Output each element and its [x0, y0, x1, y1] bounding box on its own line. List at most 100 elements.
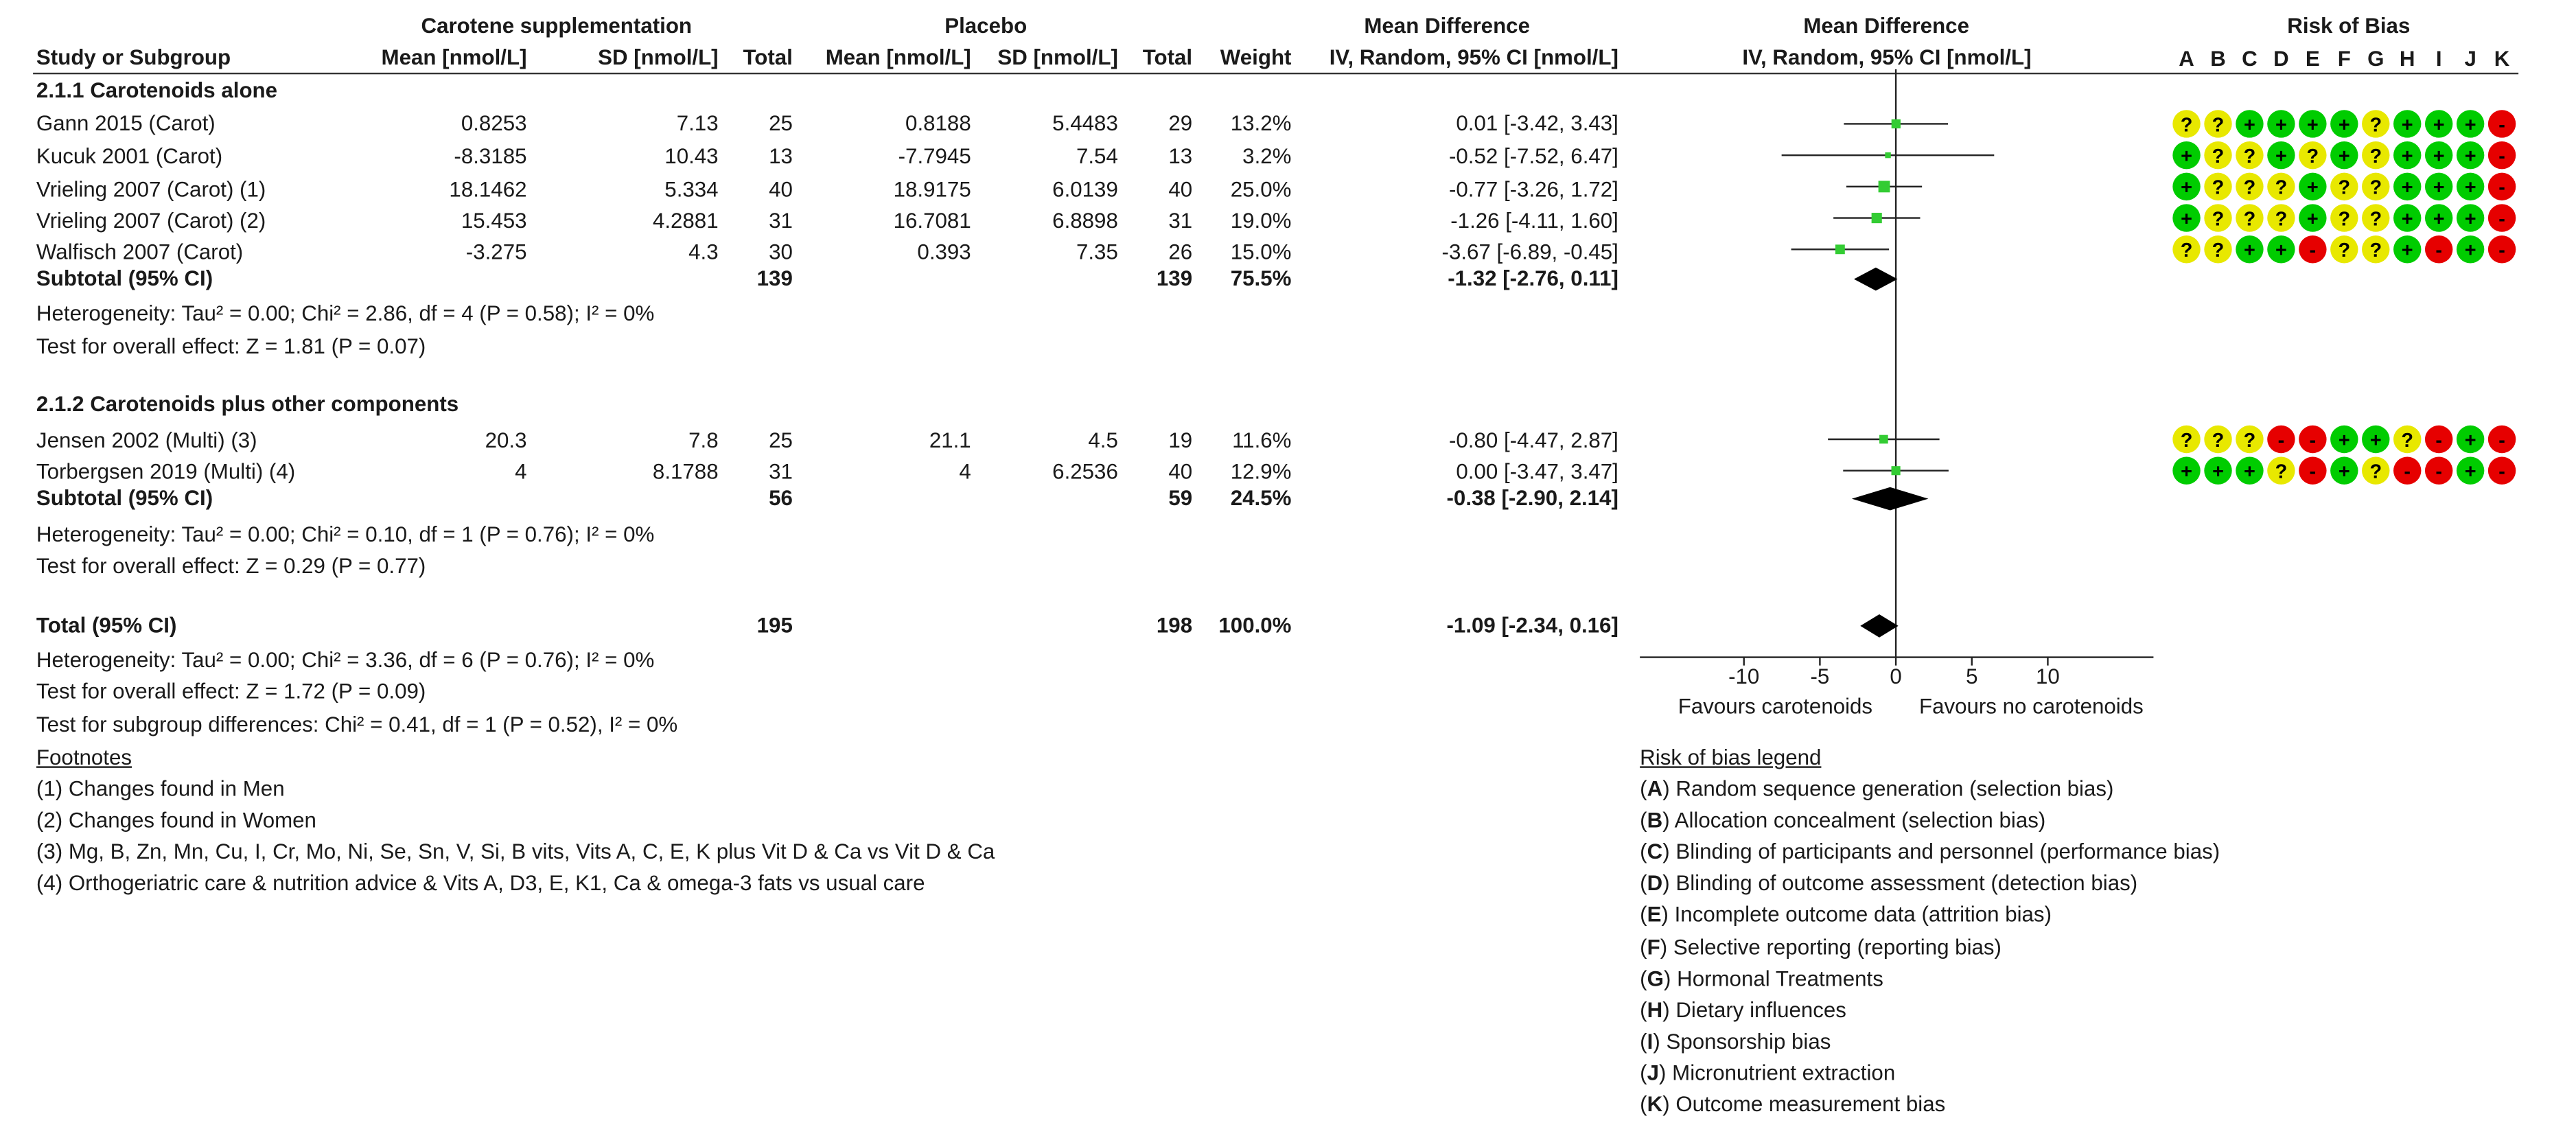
- rob-circle: [2456, 141, 2485, 170]
- rob-legend-item: (J) Micronutrient extraction: [1640, 1060, 1895, 1086]
- paren: ): [1662, 776, 1676, 801]
- rob-circle: [2299, 141, 2327, 170]
- rob-circle: [2204, 204, 2232, 232]
- subgroup-title: 2.1.2 Carotenoids plus other components: [36, 391, 459, 417]
- rob-circle: [2456, 456, 2485, 485]
- cell-weight: 19.0%: [1230, 208, 1292, 233]
- rob-header: Risk of Bias: [2287, 13, 2411, 38]
- cell-m2: 0.393: [917, 239, 971, 264]
- rob-symbol: +: [2307, 208, 2319, 230]
- rob-legend-item: (K) Outcome measurement bias: [1640, 1091, 1945, 1117]
- rob-symbol: -: [2310, 461, 2317, 483]
- study-col-header: Study or Subgroup: [36, 44, 231, 70]
- rob-symbol: +: [2244, 461, 2255, 483]
- rob-circle: [2456, 425, 2485, 454]
- rob-circle: [2236, 235, 2264, 264]
- cell-sd2: 7.35: [1076, 239, 1118, 264]
- cell-m1: 18.1462: [449, 176, 527, 202]
- footnote-item: (4) Orthogeriatric care & nutrition advi…: [36, 870, 925, 896]
- rob-symbol: -: [2404, 461, 2411, 483]
- cell-n1: 40: [769, 176, 793, 202]
- rob-column-header: J: [2464, 47, 2476, 71]
- total-overall-effect: Test for overall effect: Z = 1.72 (P = 0…: [36, 678, 426, 704]
- rob-symbol: ?: [2212, 430, 2225, 452]
- cell-md: -1.26 [-4.11, 1.60]: [1450, 208, 1618, 233]
- rob-symbol: ?: [2369, 177, 2382, 199]
- cell-weight: 3.2%: [1242, 143, 1292, 169]
- cell-m1: -8.3185: [454, 143, 527, 169]
- rob-symbol: -: [2498, 461, 2505, 483]
- subtotal-n2: 139: [1156, 266, 1193, 291]
- cell-n2: 31: [1168, 208, 1193, 233]
- cell-sd2: 6.0139: [1052, 176, 1118, 202]
- rob-circle: [2424, 235, 2453, 264]
- sd1-header: SD [nmol/L]: [598, 44, 719, 70]
- paren: (: [1640, 807, 1647, 833]
- rob-circle: [2236, 141, 2264, 170]
- sd2-header: SD [nmol/L]: [997, 44, 1118, 70]
- rob-symbol: +: [2402, 240, 2413, 262]
- rob-symbol: +: [2181, 461, 2192, 483]
- rob-symbol: +: [2212, 461, 2224, 483]
- rob-circle: [2456, 204, 2485, 232]
- rob-legend-text: Blinding of participants and personnel (…: [1675, 839, 2220, 864]
- rob-symbol: -: [2498, 114, 2505, 136]
- rob-symbol: +: [2465, 177, 2476, 199]
- rob-symbol: +: [2275, 146, 2287, 167]
- group2-header: Placebo: [944, 13, 1028, 38]
- rob-symbol: ?: [2181, 430, 2193, 452]
- overall-effect-text: Test for overall effect: Z = 0.29 (P = 0…: [36, 553, 426, 579]
- rob-key-letter: D: [1647, 870, 1663, 896]
- paren: ): [1662, 870, 1676, 896]
- cell-m1: 20.3: [485, 428, 527, 453]
- rob-circle: [2393, 172, 2422, 201]
- rob-legend-text: Dietary influences: [1675, 997, 1846, 1022]
- total-n2: 198: [1156, 612, 1193, 638]
- rob-column-header: I: [2436, 47, 2442, 71]
- cell-m2: 0.8188: [905, 111, 971, 136]
- rob-legend-text: Allocation concealment (selection bias): [1674, 807, 2046, 833]
- rob-circle: [2393, 425, 2422, 454]
- x-tick-label: 5: [1966, 664, 1977, 688]
- cell-sd2: 5.4483: [1052, 111, 1118, 136]
- cell-sd1: 10.43: [664, 143, 719, 169]
- rob-symbol: ?: [2181, 240, 2193, 262]
- cell-md: -0.52 [-7.52, 6.47]: [1448, 143, 1618, 169]
- cell-n1: 31: [769, 458, 793, 484]
- rob-circle: [2424, 204, 2453, 232]
- rob-symbol: +: [2181, 177, 2192, 199]
- rob-symbol: +: [2402, 177, 2413, 199]
- study-point: [1878, 181, 1890, 193]
- paren: (: [1640, 839, 1647, 864]
- rob-symbol: ?: [2275, 177, 2288, 199]
- rob-symbol: +: [2465, 208, 2476, 230]
- rob-symbol: ?: [2307, 146, 2319, 167]
- footnote-item: (3) Mg, B, Zn, Mn, Cu, I, Cr, Mo, Ni, Se…: [36, 839, 995, 864]
- favours-left-label: Favours carotenoids: [1678, 694, 1872, 718]
- rob-circle: [2487, 204, 2516, 232]
- rob-circle: [2267, 235, 2295, 264]
- paren: ): [1659, 1060, 1673, 1085]
- rob-symbol: -: [2435, 240, 2442, 262]
- rob-symbol: ?: [2181, 114, 2193, 136]
- paren: ): [1653, 1028, 1667, 1054]
- study-name: Jensen 2002 (Multi) (3): [36, 428, 257, 453]
- favours-right-label: Favours no carotenoids: [1919, 694, 2144, 718]
- rob-legend-item: (E) Incomplete outcome data (attrition b…: [1640, 903, 2052, 929]
- paren: (: [1640, 965, 1647, 990]
- rob-circle: [2236, 456, 2264, 485]
- rob-key-letter: B: [1647, 807, 1663, 833]
- md-header: Mean Difference: [1364, 13, 1530, 38]
- paren: (: [1640, 1060, 1647, 1085]
- subgroup-title: 2.1.1 Carotenoids alone: [36, 78, 278, 103]
- cell-sd1: 8.1788: [652, 458, 719, 484]
- cell-sd2: 6.8898: [1052, 208, 1118, 233]
- subtotal-md: -1.32 [-2.76, 0.11]: [1448, 266, 1618, 291]
- rob-symbol: +: [2433, 208, 2445, 230]
- rob-key-letter: I: [1647, 1028, 1653, 1054]
- rob-circle: [2456, 235, 2485, 264]
- paren: (: [1640, 997, 1647, 1022]
- group1-header: Carotene supplementation: [421, 13, 693, 38]
- rob-key-letter: H: [1647, 997, 1663, 1022]
- rob-column-header: D: [2273, 47, 2289, 71]
